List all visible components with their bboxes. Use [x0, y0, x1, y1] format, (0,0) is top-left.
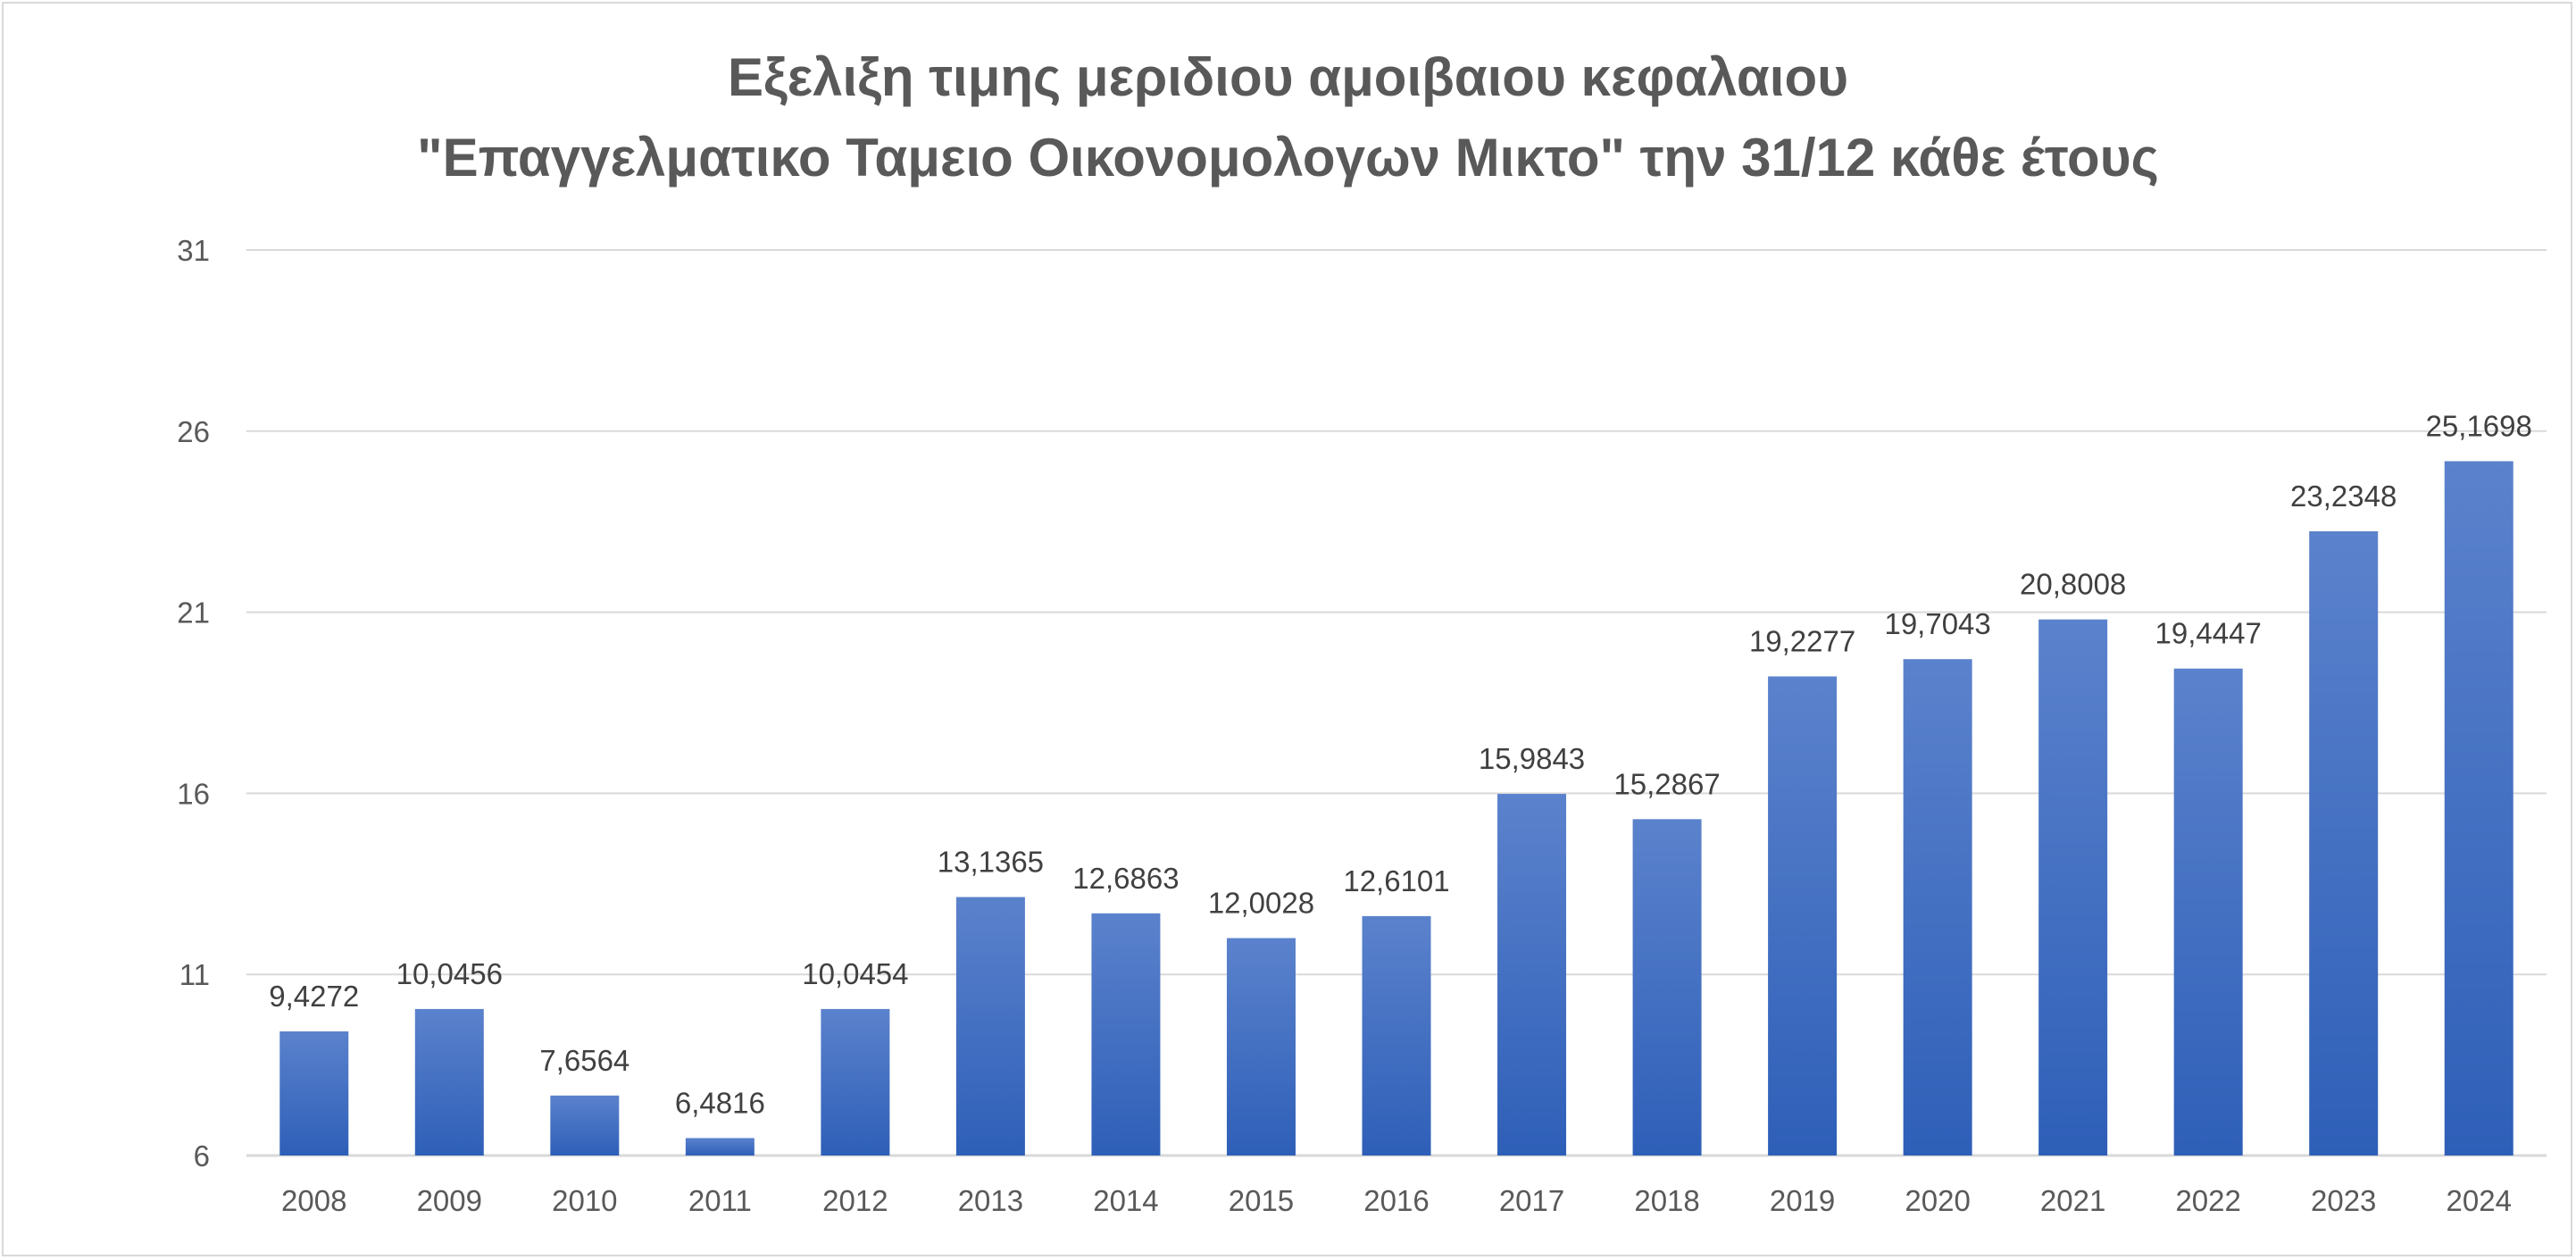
data-label: 15,2867	[1613, 767, 1720, 800]
x-tick-label: 2020	[1905, 1184, 1970, 1217]
data-label: 13,1365	[938, 846, 1044, 879]
bar	[1091, 913, 1161, 1156]
x-tick-label: 2015	[1229, 1184, 1294, 1217]
bar	[1497, 794, 1567, 1156]
x-tick-label: 2017	[1499, 1184, 1564, 1217]
data-label: 20,8008	[2020, 568, 2126, 601]
bar	[1226, 938, 1296, 1156]
bar	[1632, 819, 1702, 1156]
y-tick-label: 16	[177, 777, 210, 810]
data-label: 7,6564	[539, 1044, 629, 1077]
data-label: 10,0454	[802, 957, 908, 990]
data-label: 19,4447	[2155, 617, 2262, 650]
x-tick-label: 2013	[958, 1184, 1023, 1217]
bar	[1903, 659, 1972, 1156]
data-label: 12,0028	[1208, 887, 1314, 920]
x-tick-label: 2010	[552, 1184, 617, 1217]
x-tick-label: 2022	[2175, 1184, 2240, 1217]
bar	[2038, 619, 2108, 1156]
y-tick-label: 6	[194, 1139, 210, 1172]
bar	[550, 1095, 620, 1156]
bar	[821, 1008, 890, 1156]
data-label: 12,6101	[1343, 864, 1449, 897]
x-tick-label: 2021	[2040, 1184, 2105, 1217]
data-label: 19,2277	[1749, 624, 1855, 657]
x-tick-label: 2011	[688, 1184, 752, 1217]
chart-subtitle: "Επαγγελματικο Ταμειο Οικονομολογων Μικτ…	[417, 128, 2159, 188]
x-tick-label: 2014	[1093, 1184, 1158, 1217]
x-tick-label: 2019	[1770, 1184, 1835, 1217]
data-label: 6,4816	[675, 1086, 765, 1119]
bar	[685, 1138, 754, 1156]
data-label: 19,7043	[1884, 607, 1990, 640]
chart-title: Εξελιξη τιμης μεριδιου αμοιβαιου κεφαλαι…	[727, 47, 1849, 107]
bar	[2309, 530, 2379, 1156]
data-label: 23,2348	[2290, 480, 2397, 513]
x-tick-label: 2012	[822, 1184, 888, 1217]
y-tick-label: 11	[179, 958, 210, 991]
data-label: 25,1698	[2426, 409, 2532, 442]
bar	[2444, 461, 2513, 1156]
y-tick-label: 31	[177, 234, 210, 267]
x-tick-label: 2008	[281, 1184, 346, 1217]
x-tick-label: 2016	[1363, 1184, 1429, 1217]
x-tick-label: 2009	[417, 1184, 482, 1217]
bar	[1768, 676, 1838, 1156]
data-label: 12,6863	[1072, 862, 1179, 895]
bar	[279, 1031, 349, 1156]
bar	[1362, 915, 1431, 1156]
x-tick-label: 2024	[2447, 1184, 2512, 1217]
data-label: 9,4272	[269, 980, 359, 1013]
data-label: 15,9843	[1479, 742, 1585, 775]
x-tick-label: 2018	[1634, 1184, 1699, 1217]
x-tick-label: 2023	[2311, 1184, 2376, 1217]
y-tick-label: 21	[177, 597, 210, 630]
bar	[955, 897, 1025, 1156]
data-label: 10,0456	[396, 957, 503, 990]
bar	[2173, 668, 2243, 1156]
y-tick-label: 26	[177, 415, 210, 448]
bar	[414, 1008, 484, 1156]
